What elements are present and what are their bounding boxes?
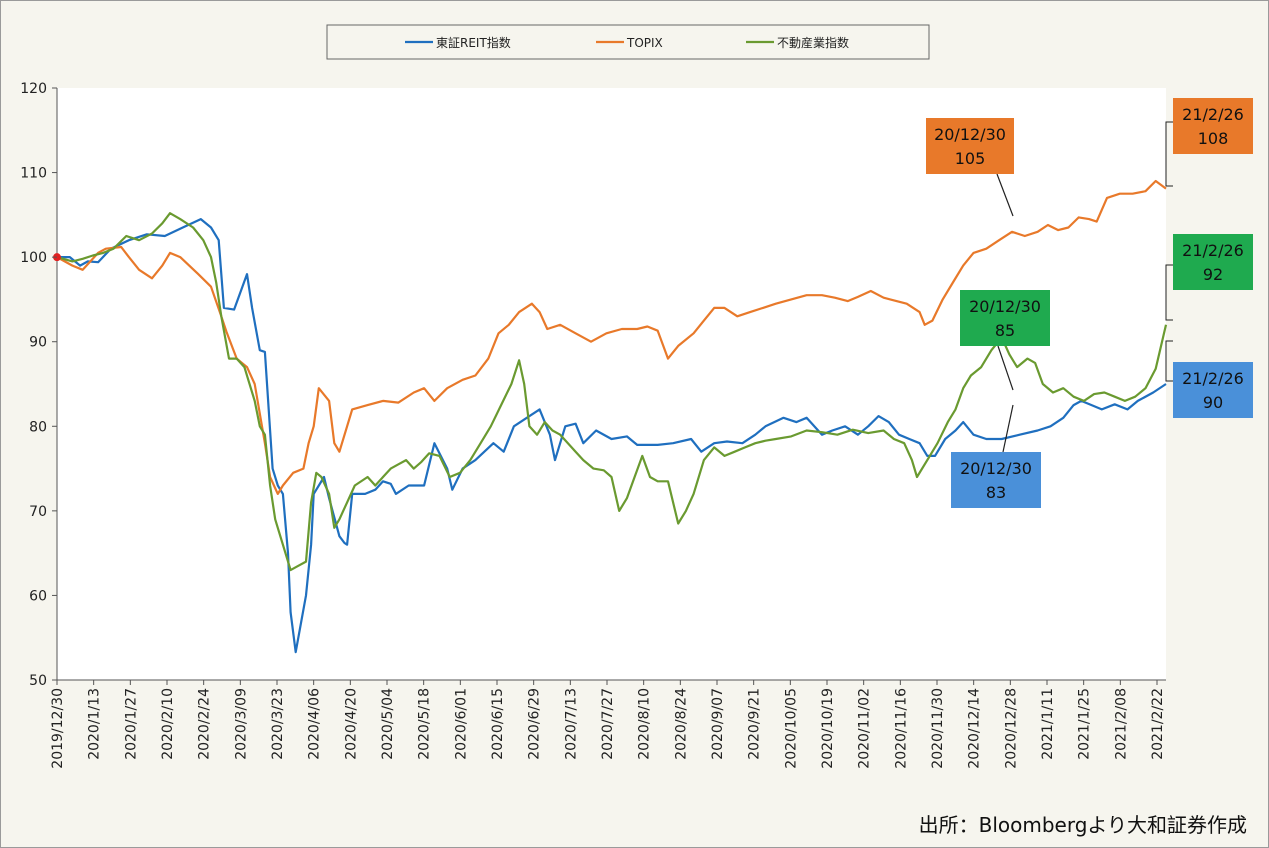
x-tick-label: 2020/3/09 [233, 688, 249, 760]
source-note: 出所：Bloombergより大和証券作成 [918, 813, 1247, 837]
y-tick-label: 90 [29, 335, 47, 351]
callout-bracket [1165, 121, 1173, 187]
x-tick-label: 2020/2/24 [197, 688, 213, 760]
x-axis: 2019/12/30 2020/1/13 2020/1/27 2020/2/10 202… [50, 680, 1166, 769]
x-tick-label: 2020/5/04 [380, 688, 396, 760]
x-tick-label: 2020/1/13 [87, 688, 103, 760]
x-tick-label: 2020/11/02 [857, 688, 873, 769]
callout-value: 90 [1203, 393, 1223, 412]
x-tick-label: 2020/4/06 [307, 688, 323, 760]
callout-date: 20/12/30 [960, 459, 1032, 478]
axes [56, 88, 1166, 681]
x-tick-label: 2020/9/07 [710, 688, 726, 760]
callout-date: 21/2/26 [1182, 369, 1244, 388]
callout-value: 108 [1198, 129, 1229, 148]
y-tick-label: 80 [29, 419, 47, 435]
legend-entry: TOPIX [626, 36, 663, 50]
legend-entry: 東証REIT指数 [436, 35, 511, 50]
x-tick-label: 2021/2/08 [1113, 688, 1129, 760]
x-tick-label: 2020/4/20 [343, 688, 359, 760]
callout-date: 20/12/30 [934, 125, 1006, 144]
callout-box [1173, 234, 1253, 290]
y-tick-label: 50 [29, 673, 47, 689]
x-tick-label: 2020/9/21 [747, 688, 763, 760]
x-tick-label: 2020/7/13 [563, 688, 579, 760]
series-line [57, 218, 1167, 654]
x-tick-label: 2020/12/28 [1003, 688, 1019, 769]
callout-bracket [1165, 264, 1173, 321]
callouts: 20/12/30 105 20/12/30 85 20/12/30 83 21/2/26 10… [926, 98, 1253, 508]
x-tick-label: 2021/2/22 [1150, 688, 1166, 760]
x-tick-label: 2020/5/18 [417, 688, 433, 760]
callout-box [1173, 98, 1253, 154]
x-tick-label: 2020/11/16 [893, 688, 909, 769]
x-tick-label: 2020/10/19 [820, 688, 836, 769]
y-tick-label: 70 [29, 504, 47, 520]
x-tick-label: 2020/12/14 [967, 688, 983, 769]
callout-date: 20/12/30 [969, 297, 1041, 316]
callout-value: 83 [986, 483, 1006, 502]
x-tick-label: 2020/7/27 [600, 688, 616, 760]
callout-value: 92 [1203, 265, 1223, 284]
x-tick-label: 2020/2/10 [160, 688, 176, 760]
callout-leader [997, 345, 1014, 391]
callout-value: 85 [995, 321, 1015, 340]
plot-area [57, 88, 1166, 680]
x-tick-label: 2021/1/25 [1077, 688, 1093, 760]
callout-date: 21/2/26 [1182, 105, 1244, 124]
callout-box [960, 290, 1050, 346]
x-tick-label: 2020/1/27 [123, 688, 139, 760]
callout-leader [1002, 404, 1014, 453]
y-tick-label: 60 [29, 588, 47, 604]
y-axis: 50 60 70 80 90 100 110 120 [20, 81, 57, 689]
x-tick-label: 2020/6/29 [527, 688, 543, 760]
x-tick-label: 2020/6/01 [453, 688, 469, 760]
y-tick-label: 120 [20, 81, 47, 97]
callout-bracket [1165, 340, 1173, 382]
legend-entry: 不動産業指数 [777, 35, 849, 50]
x-tick-label: 2020/3/23 [270, 688, 286, 760]
series-line [56, 212, 1168, 572]
y-tick-label: 110 [20, 166, 47, 182]
y-tick-label: 100 [20, 250, 47, 266]
x-tick-label: 2019/12/30 [50, 688, 66, 769]
callout-date: 21/2/26 [1182, 241, 1244, 260]
legend: 東証REIT指数 TOPIX 不動産業指数 [326, 24, 930, 60]
x-tick-label: 2020/6/15 [490, 688, 506, 760]
x-tick-label: 2021/1/11 [1040, 688, 1056, 760]
callout-box [1173, 362, 1253, 418]
callout-box [951, 452, 1041, 508]
x-tick-label: 2020/11/30 [930, 688, 946, 769]
x-tick-label: 2020/8/24 [673, 688, 689, 760]
callout-leader [996, 173, 1014, 217]
x-tick-label: 2020/10/05 [783, 688, 799, 769]
series-layer [53, 179, 1168, 654]
callout-value: 105 [955, 149, 986, 168]
x-tick-label: 2020/8/10 [637, 688, 653, 760]
callout-box [926, 118, 1014, 174]
